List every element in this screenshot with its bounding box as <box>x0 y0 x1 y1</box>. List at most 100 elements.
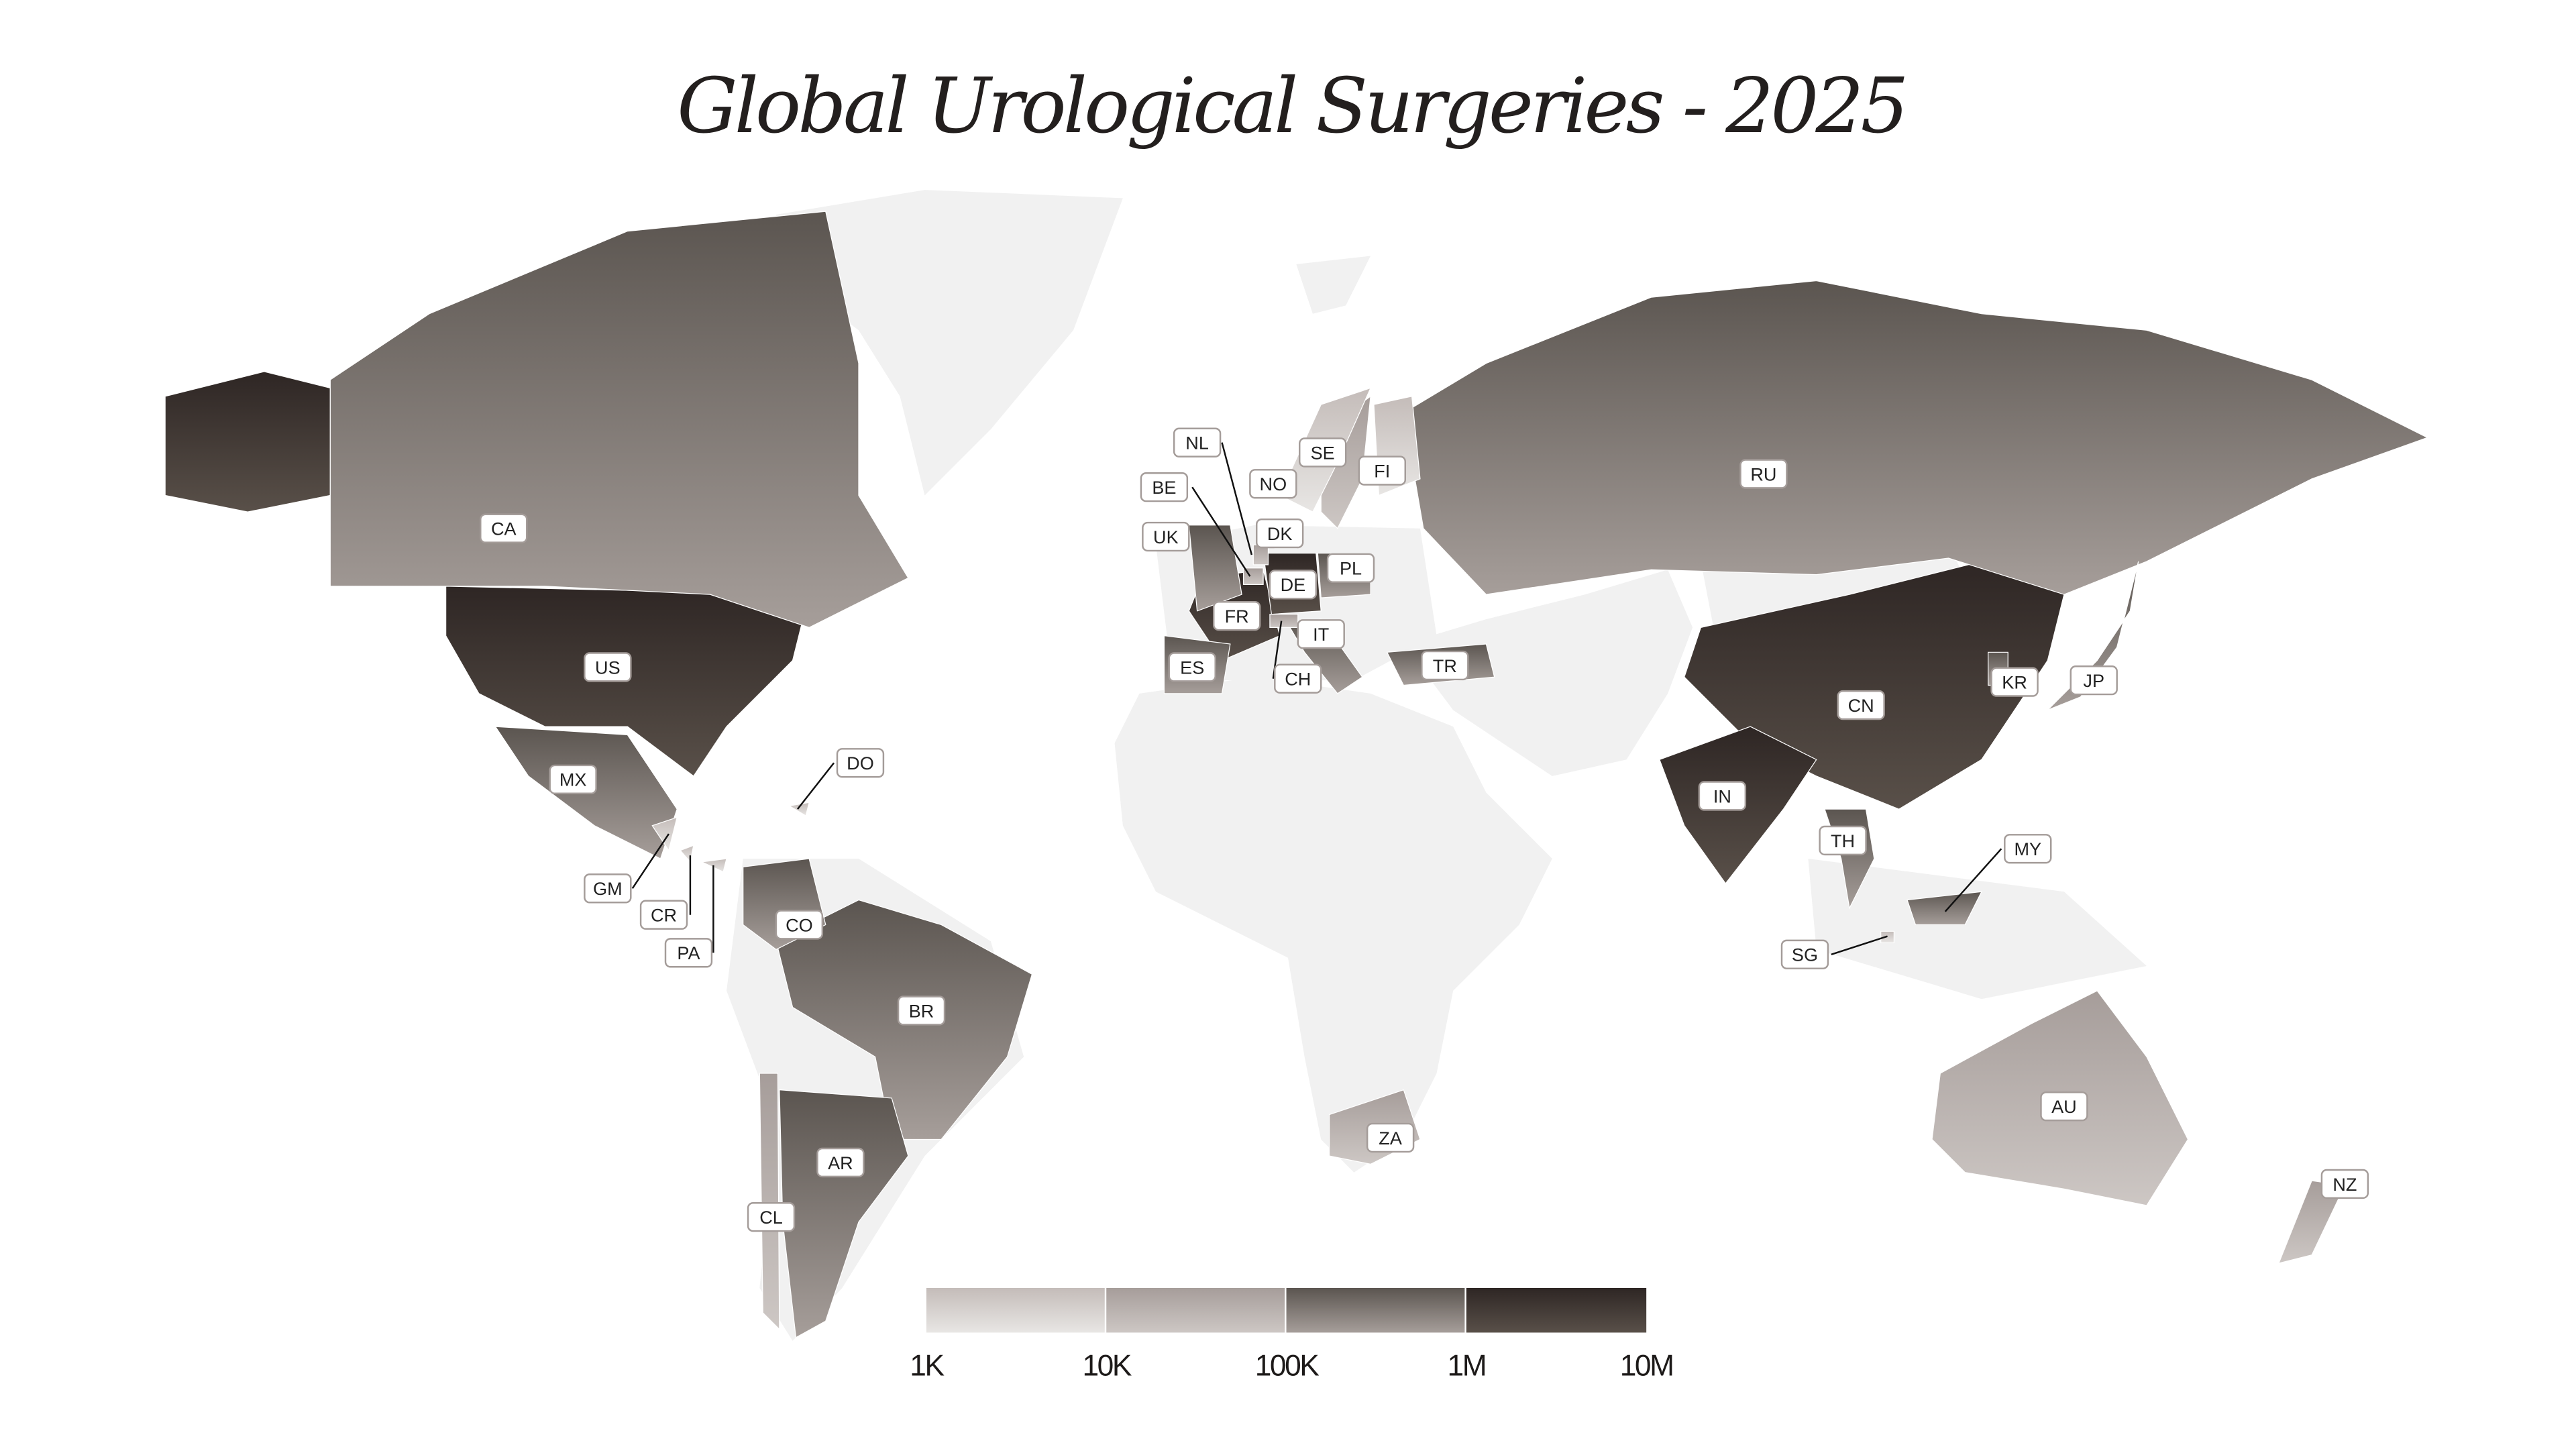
label-box <box>1249 469 1297 499</box>
legend-swatch-10k-100k <box>1106 1288 1285 1333</box>
country-label-fi: FI <box>1358 455 1406 486</box>
country-cl[interactable] <box>759 1073 780 1331</box>
label-text: BR <box>909 1000 934 1021</box>
label-box <box>1780 939 1829 969</box>
label-box <box>836 748 885 778</box>
label-text: BE <box>1152 477 1176 498</box>
label-box <box>1168 652 1216 682</box>
legend-tick-10k: 10K <box>1083 1349 1132 1382</box>
label-text: SG <box>1792 945 1818 965</box>
country-label-cr: CR <box>639 900 688 930</box>
country-label-nz: NZ <box>2320 1169 2369 1199</box>
land-svalbard <box>1296 256 1371 314</box>
label-box <box>1739 459 1788 489</box>
label-box <box>1140 472 1189 502</box>
country-label-th: TH <box>1819 825 1867 856</box>
label-box <box>2040 1091 2088 1122</box>
label-text: PL <box>1340 558 1362 579</box>
label-text: GM <box>593 878 623 899</box>
country-us[interactable] <box>164 371 331 513</box>
country-label-gm: GM <box>584 873 632 904</box>
label-box <box>1358 455 1406 486</box>
label-text: RU <box>1750 464 1776 484</box>
label-text: CO <box>786 914 813 935</box>
land-middle-east <box>1403 570 1693 776</box>
country-label-cn: CN <box>1837 690 1885 720</box>
label-box <box>747 1202 796 1232</box>
label-box <box>1366 1122 1415 1153</box>
label-box <box>1142 521 1190 552</box>
label-box <box>1819 825 1867 856</box>
country-label-se: SE <box>1299 437 1347 468</box>
country-label-ru: RU <box>1739 459 1788 489</box>
label-text: SE <box>1311 442 1335 463</box>
country-label-us: US <box>584 652 632 682</box>
label-box <box>1274 663 1322 694</box>
label-text: AR <box>828 1152 853 1173</box>
label-box <box>1421 650 1469 681</box>
label-text: CR <box>651 905 677 926</box>
country-label-dk: DK <box>1256 518 1304 549</box>
country-label-in: IN <box>1698 781 1747 811</box>
country-label-mx: MX <box>549 764 597 794</box>
label-text: CH <box>1285 669 1311 690</box>
country-cr[interactable] <box>680 845 694 863</box>
label-text: IT <box>1313 624 1329 645</box>
label-text: UK <box>1153 527 1179 547</box>
legend-tick-1m: 1M <box>1448 1349 1486 1382</box>
country-label-pl: PL <box>1326 553 1375 583</box>
country-label-tr: TR <box>1421 650 1469 681</box>
label-text: JP <box>2083 670 2104 691</box>
label-box <box>1269 570 1318 600</box>
country-label-ch: CH <box>1274 663 1322 694</box>
legend: 1K 10K 100K 1M 10M <box>910 1288 1674 1382</box>
label-text: DE <box>1281 574 1306 595</box>
label-box <box>1173 427 1222 458</box>
country-ar[interactable] <box>779 1089 909 1338</box>
leader-line-my <box>1944 848 2002 912</box>
label-box <box>1326 553 1375 583</box>
leader-line-nl <box>1221 442 1253 555</box>
country-jp[interactable] <box>2047 561 2139 711</box>
label-text: CN <box>1848 695 1874 716</box>
label-box <box>897 996 946 1026</box>
label-box <box>1213 601 1261 631</box>
country-label-sg: SG <box>1780 939 1829 969</box>
country-gm[interactable] <box>651 816 678 852</box>
country-label-de: DE <box>1269 570 1318 600</box>
label-text: NO <box>1260 474 1287 494</box>
country-ru[interactable] <box>1403 280 2429 595</box>
label-box <box>2320 1169 2369 1199</box>
country-label-be: BE <box>1140 472 1189 502</box>
country-be[interactable] <box>1242 568 1264 585</box>
label-text: CA <box>491 519 517 539</box>
label-box <box>816 1147 865 1178</box>
land-africa <box>1114 677 1552 1173</box>
label-box <box>1256 518 1304 549</box>
label-box <box>664 938 713 968</box>
leader-line-be <box>1191 486 1251 577</box>
label-box <box>584 652 632 682</box>
country-do[interactable] <box>788 802 810 816</box>
country-label-za: ZA <box>1366 1122 1415 1153</box>
country-label-fr: FR <box>1213 601 1261 631</box>
label-box <box>1299 437 1347 468</box>
country-label-ca: CA <box>480 513 528 543</box>
label-box <box>775 910 824 940</box>
country-my[interactable] <box>1907 891 1982 926</box>
label-text: NZ <box>2332 1174 2357 1195</box>
country-label-es: ES <box>1168 652 1216 682</box>
label-box <box>480 513 528 543</box>
country-label-nl: NL <box>1173 427 1222 458</box>
label-text: DK <box>1267 523 1293 544</box>
legend-tick-1k: 1K <box>910 1349 945 1382</box>
country-ch[interactable] <box>1269 614 1299 628</box>
country-label-kr: KR <box>1990 667 2039 697</box>
country-ca[interactable] <box>329 211 909 629</box>
country-label-my: MY <box>2004 834 2052 864</box>
legend-swatch-1m-10m <box>1466 1288 1647 1333</box>
leader-line-sg <box>1831 935 1888 955</box>
country-label-br: BR <box>897 996 946 1026</box>
label-text: CL <box>759 1207 783 1228</box>
label-box <box>1297 619 1345 649</box>
